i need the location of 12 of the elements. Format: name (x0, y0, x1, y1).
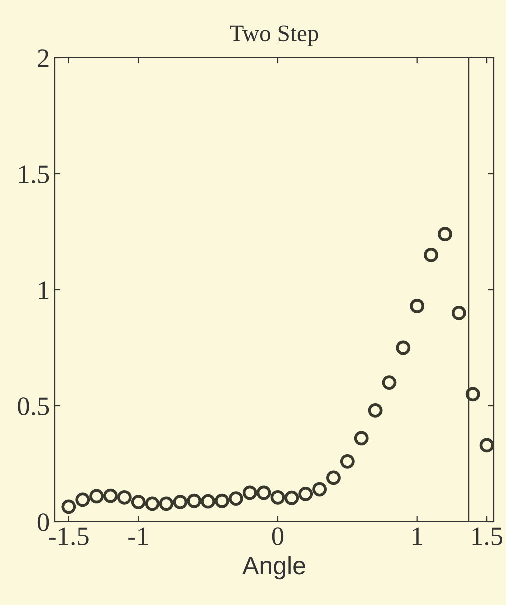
x-tick-label: -1 (128, 528, 148, 546)
y-tick-label: 0 (38, 514, 50, 532)
y-tick-label: 1 (39, 282, 49, 300)
y-tick-label: 0.5 (18, 398, 50, 416)
y-tick-label: 1.5 (19, 166, 50, 184)
chart-title: Two Step (230, 26, 318, 46)
x-tick-label: 0 (272, 528, 284, 546)
x-axis-title: Angle (242, 556, 306, 580)
x-tick-label: -1.5 (49, 528, 89, 546)
x-tick-label: 1 (413, 528, 422, 546)
x-tick-label: 1.5 (472, 528, 502, 546)
y-tick-label: 2 (38, 50, 49, 68)
